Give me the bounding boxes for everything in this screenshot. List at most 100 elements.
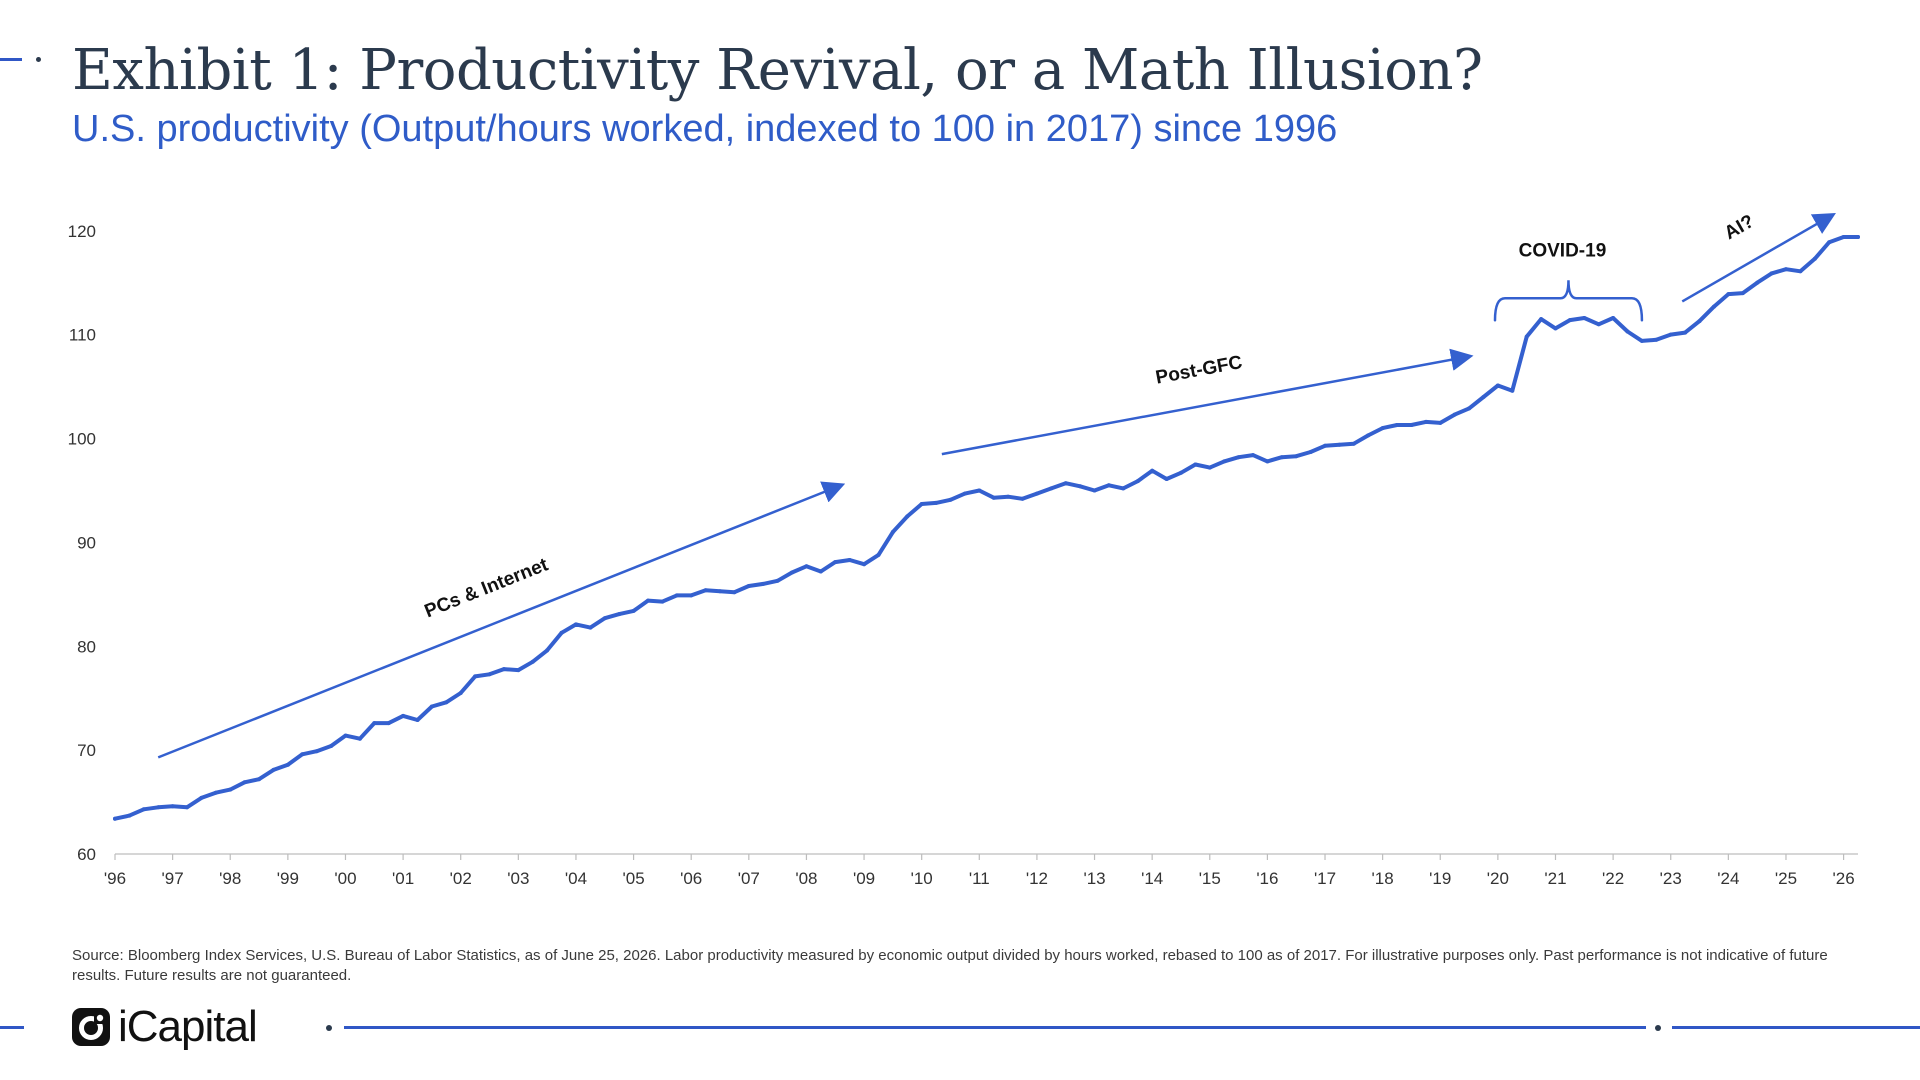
- data-point: [1193, 462, 1198, 467]
- data-point: [588, 625, 593, 630]
- x-tick-label: '03: [507, 869, 529, 888]
- data-point: [1279, 455, 1284, 460]
- data-point: [1539, 317, 1544, 322]
- data-point: [962, 491, 967, 496]
- footer-dash-left: [0, 1026, 24, 1029]
- header-accent-dash: [0, 58, 22, 61]
- x-tick-label: '00: [334, 869, 356, 888]
- data-point: [1740, 291, 1745, 296]
- data-point: [343, 733, 348, 738]
- data-point: [732, 590, 737, 595]
- data-point: [1366, 433, 1371, 438]
- icapital-mark-icon: [72, 1008, 110, 1046]
- data-point: [545, 648, 550, 653]
- data-point: [1078, 484, 1083, 489]
- data-point: [991, 495, 996, 500]
- data-point: [372, 721, 377, 726]
- data-point: [242, 780, 247, 785]
- data-point: [1323, 443, 1327, 448]
- x-tick-label: '25: [1775, 869, 1797, 888]
- y-tick-label: 100: [68, 430, 96, 449]
- data-point: [300, 752, 305, 757]
- data-point: [113, 816, 117, 821]
- data-point: [919, 502, 924, 506]
- logo-text: iCapital: [118, 1002, 258, 1051]
- data-point: [1524, 334, 1529, 339]
- data-point: [329, 744, 334, 748]
- source-note: Source: Bloomberg Index Services, U.S. B…: [72, 947, 1828, 984]
- series-layer: [113, 235, 1860, 821]
- x-tick-label: '10: [911, 869, 933, 888]
- annotation-label: Post-GFC: [1154, 352, 1244, 389]
- data-point: [1856, 235, 1860, 239]
- data-point: [790, 570, 794, 575]
- data-point: [501, 667, 506, 672]
- x-tick-label: '04: [565, 869, 587, 888]
- data-point: [271, 767, 276, 772]
- x-tick-label: '21: [1544, 869, 1566, 888]
- data-point: [1409, 423, 1414, 427]
- data-point: [1121, 486, 1126, 491]
- y-tick-label: 90: [77, 533, 96, 552]
- data-point: [1827, 240, 1832, 245]
- footer-dot-left: [326, 1025, 332, 1031]
- y-tick-label: 70: [77, 741, 96, 760]
- data-point: [1034, 491, 1039, 496]
- data-point: [689, 593, 694, 598]
- data-point: [1308, 450, 1313, 454]
- data-point: [401, 713, 406, 718]
- data-point: [127, 813, 132, 818]
- footer-dot-right: [1655, 1025, 1661, 1031]
- x-tick-label: '01: [392, 869, 414, 888]
- y-tick-label: 60: [77, 845, 96, 864]
- data-point: [1251, 453, 1255, 458]
- data-point: [141, 807, 146, 812]
- x-tick-label: '23: [1660, 869, 1682, 888]
- data-point: [257, 777, 261, 782]
- chart-subtitle: U.S. productivity (Output/hours worked, …: [72, 108, 1338, 150]
- data-point: [1063, 481, 1068, 486]
- x-tick-label: '09: [853, 869, 875, 888]
- data-point: [1020, 496, 1025, 501]
- data-point: [516, 668, 521, 673]
- data-point: [1236, 455, 1241, 460]
- data-point: [1380, 426, 1385, 431]
- data-point: [487, 672, 492, 677]
- x-tick-label: '02: [450, 869, 472, 888]
- covid-bracket: [1493, 280, 1644, 322]
- data-point: [1049, 486, 1054, 491]
- data-point: [818, 569, 823, 574]
- data-point: [833, 560, 838, 565]
- x-tick-label: '26: [1833, 869, 1855, 888]
- data-point: [458, 691, 463, 695]
- data-point: [1596, 322, 1601, 327]
- data-point: [775, 578, 780, 583]
- data-point: [1150, 468, 1155, 473]
- data-point: [1726, 292, 1731, 297]
- x-tick-label: '11: [969, 869, 990, 888]
- data-point: [703, 588, 708, 593]
- footer-line-main: [344, 1026, 1646, 1029]
- data-point: [761, 581, 766, 586]
- data-point: [1697, 319, 1702, 324]
- x-tick-label: '24: [1717, 869, 1739, 888]
- data-point: [1798, 269, 1803, 274]
- data-point: [473, 674, 478, 679]
- data-point: [1179, 470, 1183, 475]
- data-point: [631, 608, 636, 613]
- y-tick-label: 120: [68, 222, 96, 241]
- data-point: [1265, 459, 1270, 464]
- data-point: [1092, 488, 1097, 493]
- x-tick-label: '16: [1256, 869, 1278, 888]
- data-point: [1467, 406, 1472, 411]
- data-point: [1164, 477, 1169, 481]
- x-tick-label: '07: [738, 869, 760, 888]
- x-tick-label: '13: [1083, 869, 1105, 888]
- axis-layer: 60 70 80 90 100 110 120 '96 '97 '98 '99 '00 '01 '02 '0…: [68, 222, 1858, 888]
- data-point: [415, 718, 420, 722]
- data-point: [1784, 267, 1788, 272]
- header-accent-dot: [36, 57, 41, 62]
- series-line: [113, 235, 1860, 821]
- data-point: [718, 589, 722, 594]
- data-point: [170, 804, 175, 809]
